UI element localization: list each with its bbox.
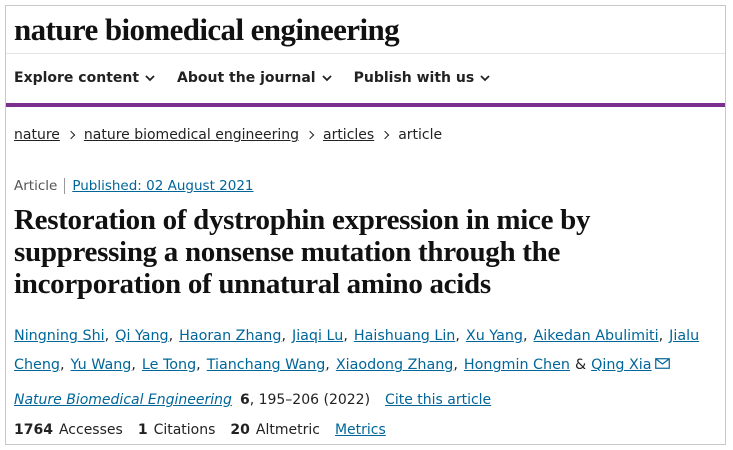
author-link[interactable]: Xu Yang xyxy=(465,328,523,344)
article-type: Article xyxy=(14,178,58,194)
author-separator: , xyxy=(453,357,458,373)
author-link[interactable]: Jialu Cheng xyxy=(14,328,700,373)
chevron-icon xyxy=(321,74,332,81)
accesses-label: Accesses xyxy=(58,422,123,438)
author-separator: , xyxy=(522,328,528,344)
metrics-link[interactable]: Metrics xyxy=(334,422,386,438)
divider xyxy=(6,53,725,54)
article-title: Restoration of dystrophin expression in … xyxy=(14,204,591,300)
author-link[interactable]: Le Tong xyxy=(141,357,197,373)
author-separator: , xyxy=(455,328,460,344)
author-separator: , xyxy=(658,328,664,344)
nav-item[interactable]: About the journal xyxy=(177,70,332,86)
altmetric-score: 20 xyxy=(230,422,250,438)
breadcrumb-current: article xyxy=(398,127,443,143)
author-link[interactable]: Aikedan Abulimiti xyxy=(533,328,659,344)
author-link[interactable]: Ningning Shi xyxy=(14,328,105,344)
breadcrumb: nature nature biomedical engineering art… xyxy=(14,127,442,143)
author-separator: , xyxy=(343,328,348,344)
nav-label[interactable]: Explore content xyxy=(14,70,140,86)
separator xyxy=(64,178,66,194)
author-link[interactable]: Hongmin Chen xyxy=(463,357,570,373)
author-separator: , xyxy=(325,357,330,373)
metrics-bar: 1764 Accesses 1 Citations 20 Altmetric Metr… xyxy=(14,422,386,438)
site-brand[interactable]: nature biomedical engineering xyxy=(14,12,400,47)
author-link[interactable]: Haishuang Lin xyxy=(353,328,456,344)
author-separator: , xyxy=(168,328,174,344)
breadcrumb-link[interactable]: nature xyxy=(14,127,60,143)
author-link[interactable]: Haoran Zhang xyxy=(179,328,282,344)
chevron-icon xyxy=(145,74,155,81)
author-link[interactable]: Yu Wang xyxy=(70,357,132,373)
author-separator: , xyxy=(59,357,65,373)
accent-bar xyxy=(6,103,725,107)
author-separator: , xyxy=(131,357,136,373)
author-link[interactable]: Qi Yang xyxy=(115,328,169,344)
pages: , 195–206 (2022) xyxy=(249,392,371,408)
nav-label[interactable]: Publish with us xyxy=(353,70,475,86)
nav-bar: Explore content About the journal Publis… xyxy=(14,70,490,86)
chevron-icon xyxy=(480,74,490,81)
citation: Nature Biomedical Engineering 6 , 195–20… xyxy=(14,392,491,408)
citations-count: 1 xyxy=(137,422,148,438)
author-link[interactable]: Xiaodong Zhang xyxy=(335,357,454,373)
chevron xyxy=(305,130,315,140)
journal-link[interactable]: Nature Biomedical Engineering xyxy=(14,392,232,408)
published-date[interactable]: Published: 02 August 2021 xyxy=(72,178,254,194)
breadcrumb-link[interactable]: nature biomedical engineering xyxy=(83,127,299,143)
author-link[interactable]: Jiaqi Lu xyxy=(291,328,344,344)
cite-link[interactable]: Cite this article xyxy=(385,392,492,408)
email-icon[interactable] xyxy=(654,358,670,369)
author-list: Ningning Shi, Qi Yang, Haoran Zhang, Jiaqi … xyxy=(14,322,726,380)
page-frame: nature biomedical engineering Explore co… xyxy=(5,5,726,445)
altmetric-label: Altmetric xyxy=(255,422,320,438)
chevron xyxy=(66,130,76,140)
breadcrumb-link[interactable]: articles xyxy=(322,127,375,143)
author-link[interactable]: Tianchang Wang xyxy=(206,357,326,373)
author-separator: , xyxy=(196,357,201,373)
nav-item[interactable]: Publish with us xyxy=(354,70,491,86)
chevron xyxy=(380,130,390,140)
citations-label: Citations xyxy=(153,422,216,438)
author-separator: , xyxy=(104,328,110,344)
nav-label[interactable]: About the journal xyxy=(177,70,316,86)
nav-item[interactable]: Explore content xyxy=(14,70,155,86)
author-separator: & xyxy=(574,357,587,373)
author-separator: , xyxy=(281,328,286,344)
article-meta: Article Published: 02 August 2021 xyxy=(14,178,254,194)
volume: 6 xyxy=(239,392,250,408)
accesses-count: 1764 xyxy=(14,422,53,438)
author-link[interactable]: Qing Xia xyxy=(591,357,652,373)
